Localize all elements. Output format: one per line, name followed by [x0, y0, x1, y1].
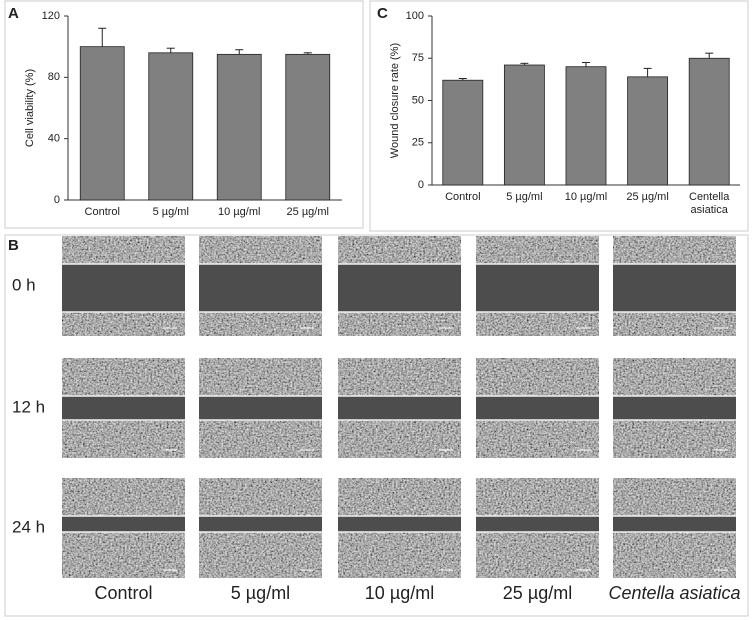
bar	[627, 76, 669, 186]
x-tick-label-box: 10 µg/ml	[564, 191, 608, 203]
error-bar	[166, 47, 175, 53]
micrograph	[62, 478, 185, 578]
bar	[216, 53, 262, 201]
micrograph	[199, 358, 322, 458]
row-label: 0 h	[12, 275, 36, 294]
micrograph	[613, 236, 736, 336]
error-bar	[705, 52, 714, 59]
column-label: 25 µg/ml	[503, 583, 572, 603]
y-axis-label: Cell viability (%)	[24, 69, 36, 147]
micrograph	[199, 236, 322, 336]
error-bar	[520, 62, 529, 66]
y-tick-label: 100	[406, 10, 424, 22]
x-tick-label: 25 µg/ml	[286, 206, 329, 218]
y-axis-label: Wound closure rate (%)	[389, 43, 401, 158]
panel-c-frame	[369, 0, 749, 232]
bar	[442, 79, 484, 186]
x-tick-label: Centella asiatica	[689, 191, 730, 216]
panel-b-frame	[4, 234, 749, 617]
x-tick-label-box: Centella asiatica	[689, 191, 730, 216]
x-tick-label: 5 µg/ml	[506, 191, 543, 203]
bar	[79, 46, 125, 201]
micrograph	[62, 358, 185, 458]
bar	[148, 52, 194, 201]
micrograph	[62, 236, 185, 336]
micrograph	[476, 236, 599, 336]
wound-gap	[199, 396, 322, 420]
bar	[565, 66, 607, 186]
micrograph	[613, 358, 736, 458]
micrograph	[613, 478, 736, 578]
wound-gap	[476, 264, 599, 312]
panel-a-frame	[4, 0, 364, 229]
micrograph	[338, 236, 461, 336]
x-tick-label-box: 5 µg/ml	[152, 206, 189, 218]
wound-gap	[613, 396, 736, 420]
column-label: 10 µg/ml	[365, 583, 434, 603]
wound-gap	[338, 396, 461, 420]
micrograph	[338, 478, 461, 578]
wound-gap	[613, 264, 736, 312]
wound-gap	[476, 516, 599, 532]
error-bar	[643, 67, 652, 77]
x-tick-label-box: 25 µg/ml	[626, 191, 669, 203]
wound-gap	[62, 396, 185, 420]
x-tick-label: 10 µg/ml	[218, 206, 261, 218]
column-label: Centella asiatica	[608, 583, 740, 603]
wound-gap	[62, 516, 185, 532]
x-tick-label-box: Control	[84, 206, 120, 218]
x-tick-label: 5 µg/ml	[152, 206, 189, 218]
y-tick-label: 40	[48, 133, 60, 145]
x-tick-label: 25 µg/ml	[626, 191, 669, 203]
column-label: 5 µg/ml	[231, 583, 290, 603]
x-tick-label-box: 25 µg/ml	[286, 206, 329, 218]
micrograph	[338, 358, 461, 458]
panel-label: A	[8, 5, 19, 22]
x-tick-label-box: 5 µg/ml	[506, 191, 543, 203]
x-tick-label-box: Control	[445, 191, 481, 203]
y-tick-label: 0	[54, 194, 60, 206]
wound-gap	[476, 396, 599, 420]
wound-gap	[199, 516, 322, 532]
x-tick-label: Control	[445, 191, 481, 203]
x-tick-label: 10 µg/ml	[564, 191, 608, 203]
error-bar	[458, 78, 467, 81]
column-label: Control	[94, 583, 152, 603]
row-label: 12 h	[12, 397, 45, 416]
panel-label: B	[8, 237, 19, 254]
y-tick-label: 120	[42, 10, 60, 22]
micrograph	[199, 478, 322, 578]
micrograph	[476, 358, 599, 458]
y-tick-label: 75	[412, 52, 424, 64]
panel-label: C	[377, 5, 388, 22]
micrograph	[476, 478, 599, 578]
wound-gap	[338, 516, 461, 532]
bar	[285, 53, 331, 201]
y-tick-label: 50	[412, 94, 424, 106]
x-tick-label: Control	[84, 206, 120, 218]
bar	[503, 64, 545, 186]
wound-gap	[62, 264, 185, 312]
error-bar	[235, 49, 244, 55]
row-label: 24 h	[12, 517, 45, 536]
wound-gap	[199, 264, 322, 312]
error-bar	[582, 61, 590, 67]
bar	[688, 57, 730, 186]
wound-gap	[338, 264, 461, 312]
wound-gap	[613, 516, 736, 532]
error-bar	[303, 52, 312, 55]
x-tick-label-box: 10 µg/ml	[218, 206, 261, 218]
y-tick-label: 25	[412, 137, 424, 149]
y-tick-label: 80	[48, 71, 60, 83]
error-bar	[98, 27, 107, 47]
y-tick-label: 0	[418, 179, 424, 191]
